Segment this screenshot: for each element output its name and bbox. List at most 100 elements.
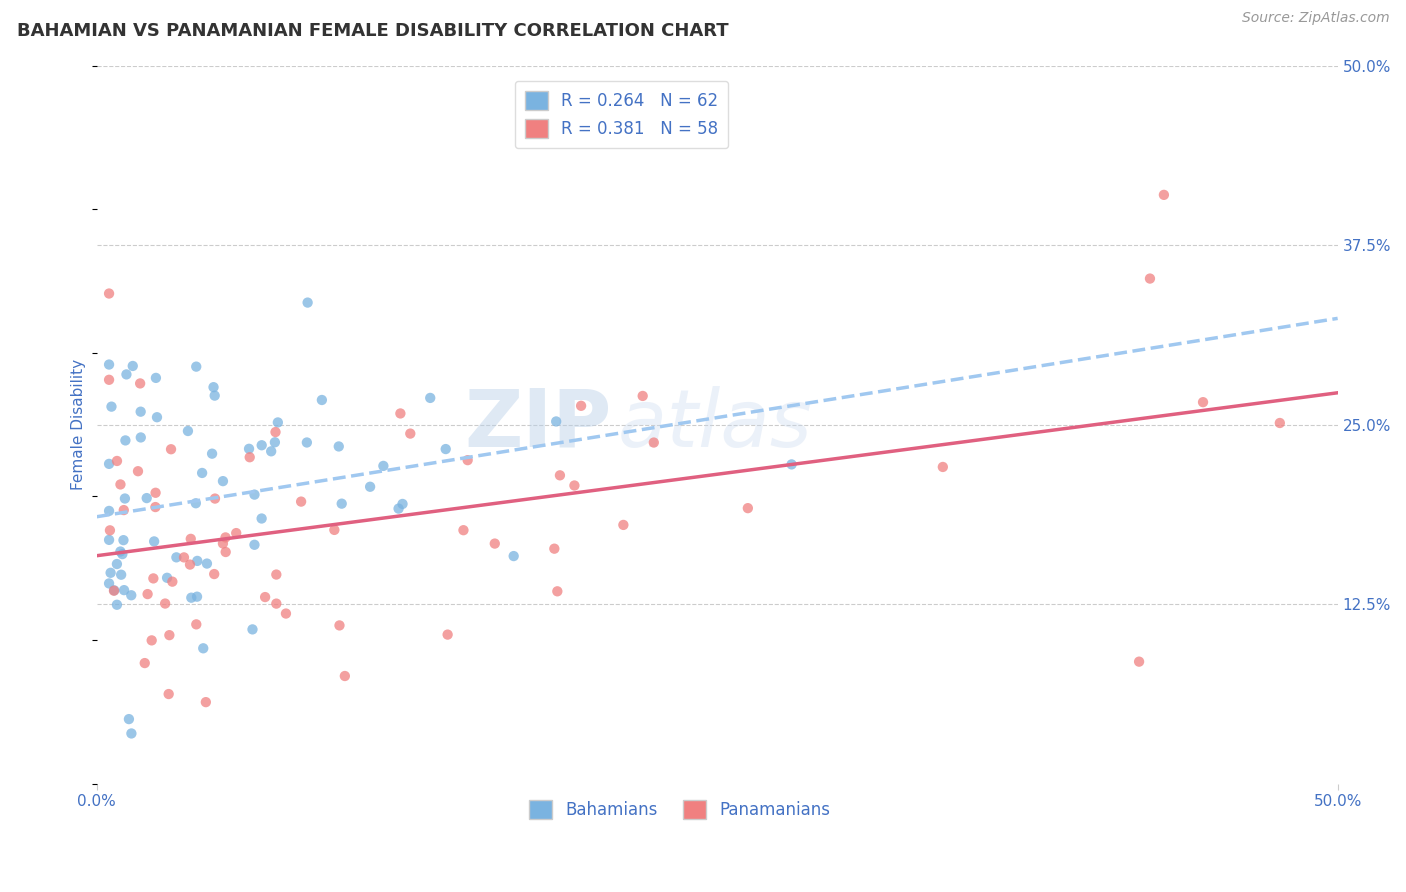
Point	[333, 669, 356, 683]
Point	[141, 633, 163, 648]
Point	[115, 368, 138, 382]
Point	[391, 497, 413, 511]
Point	[145, 485, 167, 500]
Point	[239, 450, 262, 465]
Point	[180, 532, 202, 546]
Point	[373, 458, 395, 473]
Point	[146, 410, 169, 425]
Point	[105, 557, 128, 571]
Point	[142, 571, 165, 585]
Point	[436, 627, 458, 641]
Point	[225, 526, 247, 541]
Point	[212, 536, 235, 550]
Point	[114, 434, 136, 448]
Point	[932, 460, 955, 475]
Point	[264, 425, 287, 439]
Point	[129, 376, 152, 391]
Point	[110, 567, 132, 582]
Point	[180, 591, 202, 605]
Point	[145, 500, 167, 514]
Point	[546, 414, 568, 428]
Point	[184, 496, 207, 510]
Point	[215, 545, 238, 559]
Point	[569, 399, 592, 413]
Point	[112, 533, 135, 548]
Point	[1128, 655, 1150, 669]
Point	[186, 359, 208, 374]
Point	[543, 541, 565, 556]
Point	[267, 416, 290, 430]
Point	[214, 530, 236, 544]
Point	[254, 590, 277, 604]
Text: Source: ZipAtlas.com: Source: ZipAtlas.com	[1241, 11, 1389, 25]
Point	[103, 583, 125, 598]
Point	[100, 400, 122, 414]
Point	[201, 447, 224, 461]
Point	[98, 504, 121, 518]
Point	[419, 391, 441, 405]
Point	[173, 550, 195, 565]
Point	[98, 286, 121, 301]
Point	[129, 405, 152, 419]
Point	[98, 373, 121, 387]
Text: BAHAMIAN VS PANAMANIAN FEMALE DISABILITY CORRELATION CHART: BAHAMIAN VS PANAMANIAN FEMALE DISABILITY…	[17, 22, 728, 40]
Point	[1139, 271, 1161, 285]
Point	[145, 371, 167, 385]
Point	[1192, 395, 1215, 409]
Point	[297, 295, 319, 310]
Point	[202, 567, 225, 582]
Point	[98, 524, 121, 538]
Point	[266, 597, 288, 611]
Point	[195, 557, 218, 571]
Point	[114, 491, 136, 506]
Point	[135, 491, 157, 505]
Point	[1268, 416, 1291, 430]
Point	[179, 558, 201, 572]
Point	[134, 656, 156, 670]
Point	[264, 435, 287, 450]
Point	[548, 468, 571, 483]
Point	[191, 466, 214, 480]
Point	[453, 523, 475, 537]
Point	[780, 458, 803, 472]
Point	[194, 695, 217, 709]
Point	[202, 380, 225, 394]
Point	[186, 617, 208, 632]
Point	[546, 584, 568, 599]
Point	[457, 453, 479, 467]
Point	[290, 494, 312, 508]
Point	[105, 598, 128, 612]
Point	[110, 477, 132, 491]
Legend: Bahamians, Panamanians: Bahamians, Panamanians	[523, 793, 838, 826]
Point	[243, 538, 266, 552]
Point	[502, 549, 524, 563]
Point	[643, 435, 665, 450]
Point	[328, 618, 350, 632]
Point	[311, 392, 333, 407]
Point	[165, 550, 187, 565]
Point	[612, 517, 634, 532]
Point	[242, 623, 264, 637]
Point	[120, 588, 142, 602]
Point	[250, 511, 273, 525]
Point	[186, 554, 208, 568]
Point	[359, 480, 381, 494]
Point	[98, 457, 121, 471]
Point	[250, 438, 273, 452]
Point	[111, 547, 134, 561]
Point	[136, 587, 159, 601]
Text: ZIP: ZIP	[464, 385, 612, 464]
Point	[274, 607, 297, 621]
Point	[156, 571, 179, 585]
Point	[330, 497, 353, 511]
Point	[243, 488, 266, 502]
Point	[238, 442, 260, 456]
Point	[177, 424, 200, 438]
Point	[100, 566, 122, 580]
Point	[204, 491, 226, 506]
Point	[389, 407, 412, 421]
Point	[105, 454, 128, 468]
Y-axis label: Female Disability: Female Disability	[72, 359, 86, 491]
Point	[143, 534, 166, 549]
Point	[328, 439, 350, 453]
